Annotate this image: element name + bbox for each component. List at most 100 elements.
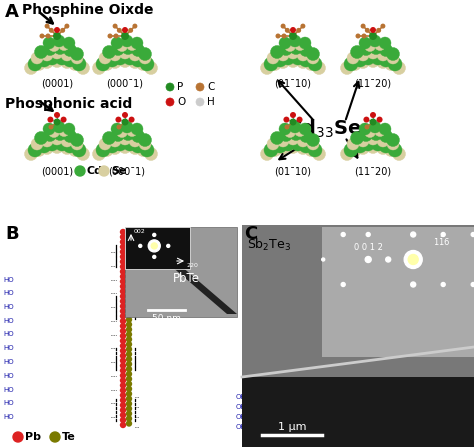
Text: 002: 002: [134, 229, 146, 234]
Circle shape: [120, 273, 126, 280]
Text: HO: HO: [3, 318, 14, 324]
Circle shape: [281, 137, 295, 151]
Circle shape: [370, 127, 383, 140]
Circle shape: [370, 112, 376, 118]
Text: PbTe: PbTe: [173, 272, 200, 285]
Circle shape: [109, 135, 121, 147]
Circle shape: [61, 55, 73, 68]
Circle shape: [127, 39, 137, 51]
Circle shape: [120, 244, 126, 250]
Circle shape: [284, 41, 295, 51]
Circle shape: [120, 407, 126, 413]
Text: OH: OH: [236, 424, 246, 430]
Circle shape: [361, 137, 375, 151]
Text: HO: HO: [3, 332, 14, 337]
Circle shape: [121, 127, 135, 140]
Circle shape: [111, 42, 125, 55]
Circle shape: [271, 46, 283, 59]
Circle shape: [126, 307, 132, 313]
Circle shape: [386, 47, 400, 60]
Circle shape: [299, 53, 313, 67]
Text: 220: 220: [187, 263, 199, 268]
Circle shape: [289, 121, 301, 133]
Circle shape: [118, 140, 131, 153]
Circle shape: [63, 53, 77, 67]
Circle shape: [54, 27, 60, 33]
Circle shape: [370, 27, 376, 33]
Circle shape: [290, 27, 296, 33]
Circle shape: [99, 52, 111, 64]
Circle shape: [148, 240, 160, 252]
Circle shape: [41, 49, 53, 61]
Text: HO: HO: [3, 373, 14, 379]
Circle shape: [120, 358, 126, 364]
Circle shape: [123, 137, 137, 151]
Circle shape: [365, 28, 370, 33]
Circle shape: [75, 166, 85, 176]
Circle shape: [296, 28, 301, 33]
Circle shape: [121, 121, 133, 133]
Circle shape: [99, 166, 109, 176]
Circle shape: [392, 62, 405, 75]
Circle shape: [116, 117, 121, 122]
Circle shape: [100, 143, 113, 156]
Circle shape: [285, 28, 290, 33]
Circle shape: [366, 232, 370, 236]
Circle shape: [362, 34, 366, 38]
Circle shape: [350, 46, 364, 59]
Circle shape: [166, 83, 174, 91]
Circle shape: [312, 148, 326, 160]
Circle shape: [126, 252, 132, 258]
Circle shape: [300, 43, 312, 56]
Circle shape: [126, 410, 132, 417]
Circle shape: [120, 283, 126, 290]
Text: HO: HO: [3, 400, 14, 406]
Circle shape: [281, 51, 295, 65]
Circle shape: [196, 83, 204, 91]
Circle shape: [111, 128, 125, 142]
Circle shape: [121, 118, 128, 126]
Circle shape: [120, 382, 126, 388]
Text: (000¯1): (000¯1): [109, 167, 146, 177]
Circle shape: [366, 55, 380, 67]
Circle shape: [153, 255, 156, 258]
Circle shape: [120, 268, 126, 275]
Circle shape: [120, 258, 126, 265]
Circle shape: [72, 143, 86, 157]
Text: HO: HO: [3, 290, 14, 296]
Circle shape: [45, 24, 50, 29]
Circle shape: [287, 133, 299, 145]
Circle shape: [139, 245, 142, 247]
Circle shape: [277, 49, 289, 61]
Circle shape: [121, 35, 133, 47]
Circle shape: [341, 232, 345, 236]
Circle shape: [441, 283, 445, 287]
Circle shape: [35, 46, 47, 59]
Circle shape: [54, 118, 61, 126]
Circle shape: [290, 118, 297, 126]
Circle shape: [153, 233, 156, 236]
Circle shape: [45, 137, 59, 151]
Circle shape: [126, 396, 132, 402]
Circle shape: [53, 35, 65, 47]
Circle shape: [340, 148, 354, 160]
Circle shape: [71, 134, 83, 147]
Circle shape: [301, 24, 305, 29]
Circle shape: [71, 138, 83, 150]
Circle shape: [120, 367, 126, 374]
Text: O: O: [177, 97, 185, 107]
Circle shape: [359, 128, 373, 142]
Circle shape: [120, 402, 126, 409]
Circle shape: [72, 57, 86, 71]
Circle shape: [131, 139, 145, 153]
Circle shape: [304, 58, 318, 71]
Circle shape: [357, 135, 369, 147]
Circle shape: [367, 133, 379, 145]
Circle shape: [28, 57, 42, 71]
Circle shape: [268, 58, 282, 71]
Circle shape: [120, 308, 126, 314]
Circle shape: [129, 49, 141, 61]
Circle shape: [64, 43, 76, 56]
Circle shape: [120, 377, 126, 384]
Circle shape: [297, 142, 310, 155]
